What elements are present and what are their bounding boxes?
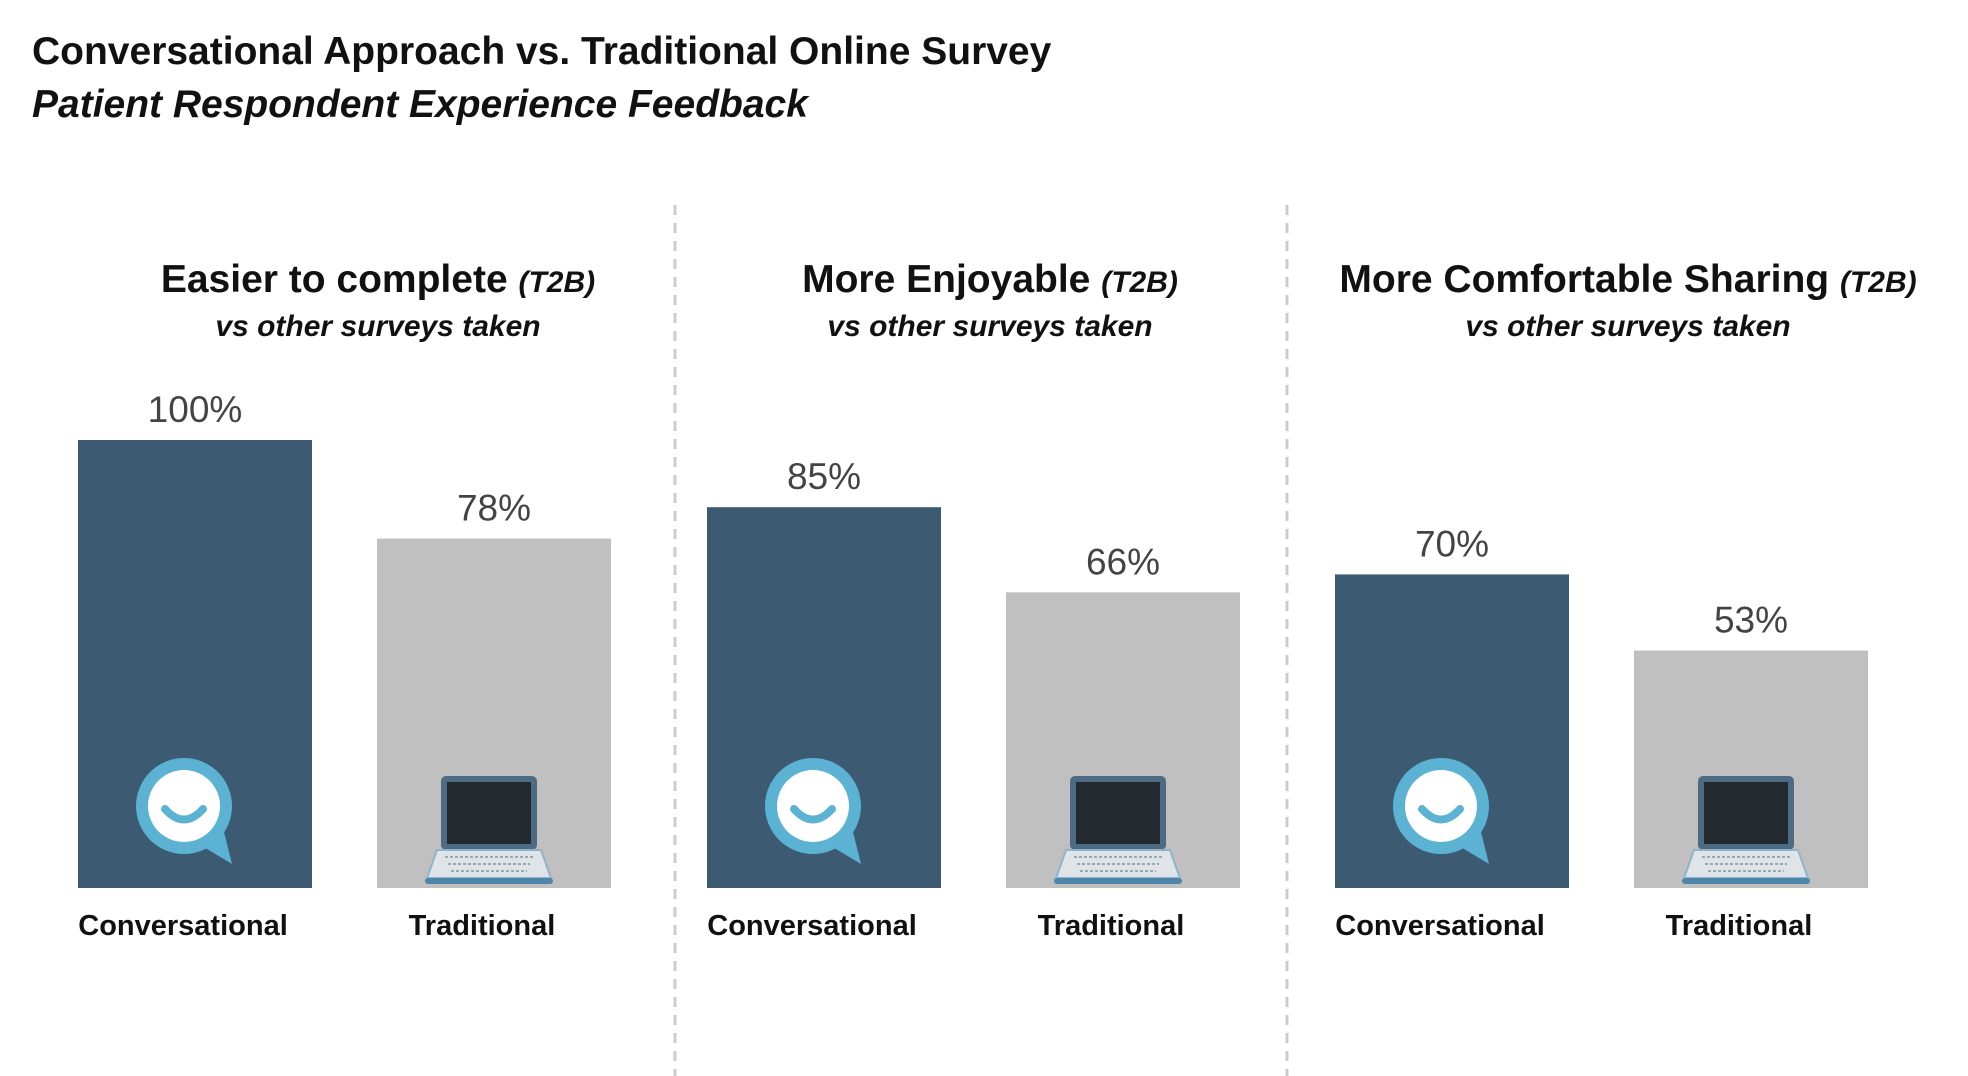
category-label: Traditional — [1666, 910, 1813, 942]
laptop-icon — [425, 776, 553, 884]
category-label: Traditional — [1038, 910, 1185, 942]
panel-title-text: More Comfortable Sharing — [1339, 258, 1840, 301]
panel-title: Easier to complete (T2B) — [161, 258, 595, 301]
category-label: Conversational — [78, 910, 288, 942]
chart-panel-3: More Comfortable Sharing (T2B) vs other s… — [1335, 258, 1917, 942]
page-subtitle: Patient Respondent Experience Feedback — [32, 83, 808, 126]
panel-title: More Comfortable Sharing (T2B) — [1339, 258, 1916, 301]
panel-title: More Enjoyable (T2B) — [802, 258, 1178, 301]
panel-subtitle: vs other surveys taken — [1465, 310, 1790, 343]
page-title: Conversational Approach vs. Traditional … — [32, 30, 1052, 73]
category-label: Conversational — [707, 910, 917, 942]
chart-panel-1: Easier to complete (T2B) vs other surveys… — [78, 258, 611, 942]
panel-title-tag: (T2B) — [1840, 266, 1917, 299]
value-label: 53% — [1714, 600, 1788, 641]
panel-title-text: Easier to complete — [161, 258, 519, 301]
value-label: 100% — [148, 389, 243, 430]
value-label: 70% — [1415, 523, 1489, 564]
category-label: Conversational — [1335, 910, 1545, 942]
category-label: Traditional — [409, 910, 556, 942]
panel-subtitle: vs other surveys taken — [827, 310, 1152, 343]
panel-title-text: More Enjoyable — [802, 258, 1101, 301]
chart-panel-2: More Enjoyable (T2B) vs other surveys tak… — [707, 258, 1240, 942]
laptop-icon — [1682, 776, 1810, 884]
laptop-icon — [1054, 776, 1182, 884]
chat-bubble-smile-icon — [765, 758, 861, 864]
value-label: 85% — [787, 456, 861, 497]
panel-subtitle: vs other surveys taken — [215, 310, 540, 343]
value-label: 66% — [1086, 541, 1160, 582]
chat-bubble-smile-icon — [136, 758, 232, 864]
chat-bubble-smile-icon — [1393, 758, 1489, 864]
panel-title-tag: (T2B) — [1101, 266, 1178, 299]
panel-title-tag: (T2B) — [518, 266, 595, 299]
value-label: 78% — [457, 488, 531, 529]
